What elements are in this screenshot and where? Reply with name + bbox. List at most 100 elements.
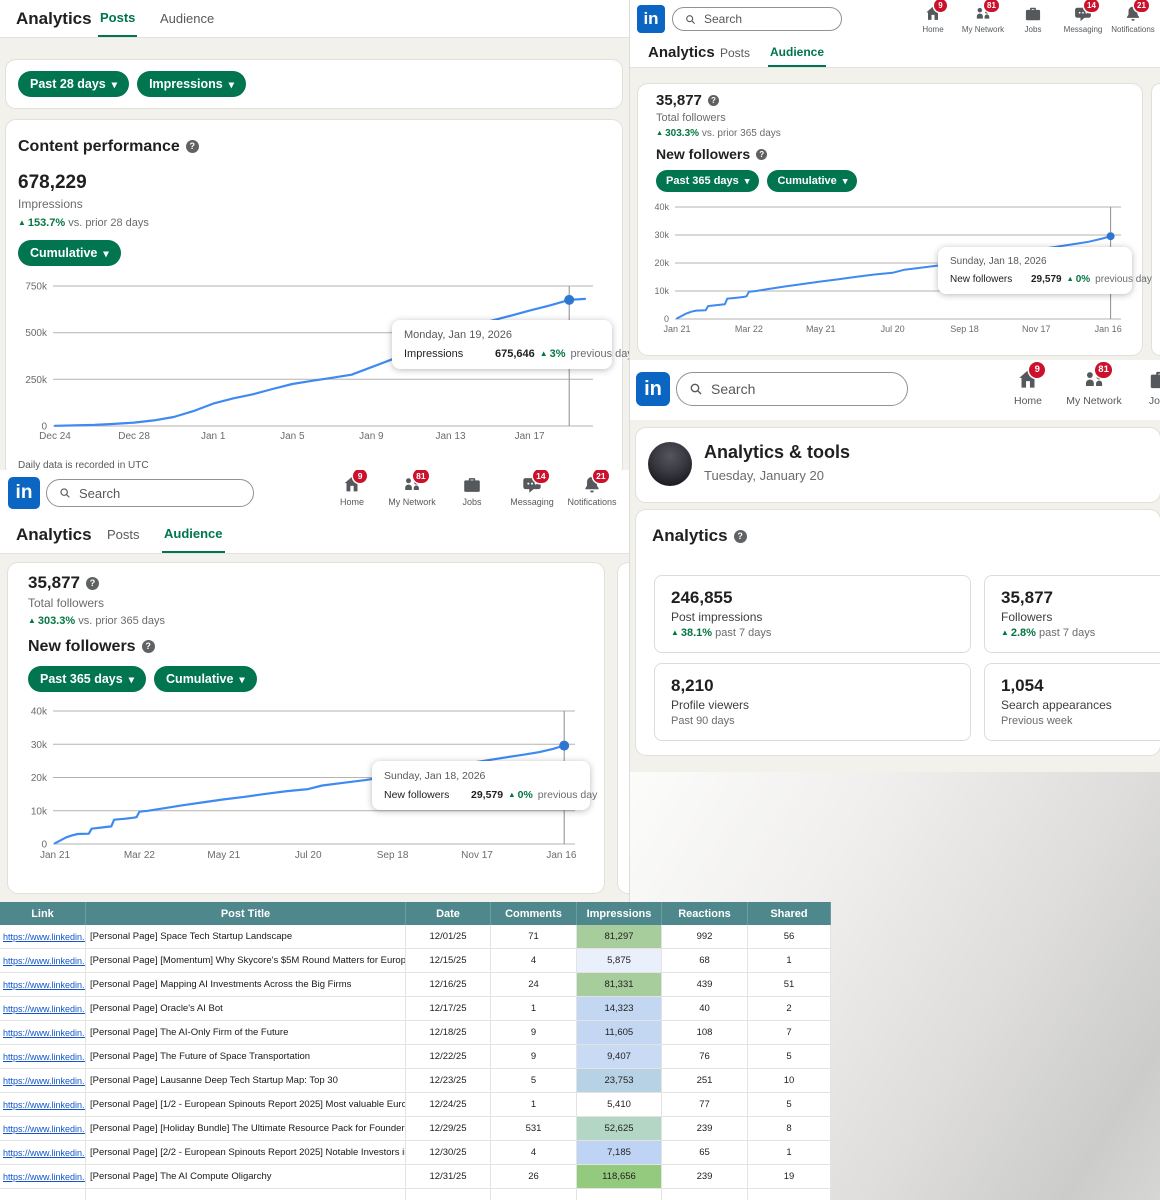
- search-input[interactable]: Search: [46, 479, 254, 507]
- notifications-icon: 21: [581, 470, 609, 496]
- nav-label: Messaging: [510, 497, 554, 507]
- messaging-icon: 14: [521, 470, 549, 496]
- help-icon[interactable]: [733, 529, 747, 543]
- section-title-text: New followers: [656, 146, 751, 162]
- stat-delta: 38.1%: [671, 627, 712, 639]
- post-date: 12/29/25: [406, 1117, 491, 1141]
- post-comments: 71: [491, 925, 577, 949]
- stat-context: 38.1% past 7 days: [671, 627, 970, 639]
- period-filter-dropdown[interactable]: Past 365 days: [28, 666, 147, 692]
- table-row: https://www.linkedin.com/p[Personal Page…: [0, 1165, 831, 1189]
- post-shared: 56: [748, 925, 831, 949]
- nav-item-jobs[interactable]: Jobs: [442, 474, 502, 507]
- tooltip-date: Monday, Jan 19, 2026: [404, 329, 513, 341]
- table-row-partial: [0, 1189, 831, 1200]
- post-link[interactable]: https://www.linkedin.com/p: [0, 973, 86, 997]
- post-title: [Personal Page] The AI-Only Firm of the …: [86, 1021, 406, 1045]
- svg-text:Jan 16: Jan 16: [546, 850, 576, 861]
- search-input[interactable]: Search: [672, 7, 842, 31]
- network-icon: 81: [401, 470, 429, 496]
- post-link[interactable]: https://www.linkedin.com/p: [0, 1117, 86, 1141]
- cumulative-dropdown[interactable]: Cumulative: [767, 170, 858, 192]
- post-link[interactable]: https://www.linkedin.com/p: [0, 925, 86, 949]
- nav-item-home[interactable]: 9 Home: [322, 470, 382, 507]
- post-link[interactable]: https://www.linkedin.com/p: [0, 997, 86, 1021]
- help-icon[interactable]: [756, 149, 768, 160]
- linkedin-logo[interactable]: in: [636, 372, 670, 406]
- nav-item-jobs[interactable]: Jobs: [1008, 4, 1058, 34]
- help-icon[interactable]: [185, 139, 199, 153]
- post-link[interactable]: https://www.linkedin.com/p: [0, 1093, 86, 1117]
- nav-item-notifications[interactable]: 21 Notifications: [1108, 0, 1158, 34]
- tab-audience[interactable]: Audience: [162, 516, 225, 553]
- post-link[interactable]: https://www.linkedin.com/p: [0, 1069, 86, 1093]
- delta-value: 303.3%: [28, 615, 75, 627]
- page-title: Analytics: [648, 44, 715, 61]
- nav-item-my-network[interactable]: 81 My Network: [382, 470, 442, 507]
- post-shared: 7: [748, 1021, 831, 1045]
- search-placeholder: Search: [711, 381, 756, 397]
- chart-tooltip: Sunday, Jan 18, 2026 New followers 29,57…: [938, 247, 1152, 294]
- help-icon[interactable]: [86, 576, 99, 590]
- nav-item-jobs[interactable]: Jobs: [1127, 367, 1160, 407]
- svg-text:500k: 500k: [25, 328, 48, 339]
- search-input[interactable]: Search: [676, 372, 908, 406]
- column-header-shared: Shared: [748, 902, 831, 925]
- post-reactions: 68: [662, 949, 748, 973]
- nav-item-home[interactable]: 9 Home: [908, 0, 958, 34]
- period-filter-dropdown[interactable]: Past 365 days: [656, 170, 760, 192]
- post-impressions: 5,875: [577, 949, 662, 973]
- help-icon[interactable]: [141, 639, 155, 653]
- nav-item-messaging[interactable]: 14 Messaging: [502, 470, 562, 507]
- post-link[interactable]: https://www.linkedin.com/p: [0, 1141, 86, 1165]
- metric-filter-dropdown[interactable]: Impressions: [137, 71, 247, 97]
- stat-card-post-impressions[interactable]: 246,855 Post impressions 38.1% past 7 days: [654, 575, 971, 653]
- cumulative-dropdown[interactable]: Cumulative: [154, 666, 257, 692]
- post-reactions: 992: [662, 925, 748, 949]
- post-comments: 4: [491, 1141, 577, 1165]
- tab-posts[interactable]: Posts: [720, 45, 751, 60]
- help-icon[interactable]: [707, 95, 719, 106]
- post-link[interactable]: https://www.linkedin.com/p: [0, 1045, 86, 1069]
- nav-item-my-network[interactable]: 81 My Network: [958, 0, 1008, 34]
- chart-tooltip: Sunday, Jan 18, 2026 New followers 29,57…: [372, 761, 597, 810]
- nav-item-notifications[interactable]: 21 Notifications: [562, 470, 622, 507]
- stat-card-profile-viewers[interactable]: 8,210 Profile viewers Past 90 days: [654, 663, 971, 741]
- post-title: [Personal Page] [Holiday Bundle] The Ult…: [86, 1117, 406, 1141]
- notification-badge: 14: [533, 470, 549, 483]
- notifications-icon: 21: [1123, 0, 1149, 24]
- jobs-icon: [1147, 367, 1160, 393]
- nav-item-messaging[interactable]: 14 Messaging: [1058, 0, 1108, 34]
- linkedin-logo[interactable]: in: [8, 477, 40, 509]
- stat-card-followers[interactable]: 35,877 Followers 2.8% past 7 days: [984, 575, 1160, 653]
- cumulative-dropdown[interactable]: Cumulative: [18, 240, 121, 266]
- tab-audience[interactable]: Audience: [160, 11, 215, 26]
- tab-posts[interactable]: Posts: [107, 527, 140, 542]
- total-followers-value: 35,877: [28, 573, 80, 592]
- post-link[interactable]: https://www.linkedin.com/p: [0, 1165, 86, 1189]
- post-link[interactable]: https://www.linkedin.com/p: [0, 949, 86, 973]
- post-comments: 1: [491, 1093, 577, 1117]
- delta-row: 303.3% vs. prior 365 days: [28, 615, 165, 627]
- stat-card-search-appearances[interactable]: 1,054 Search appearances Previous week: [984, 663, 1160, 741]
- svg-text:May 21: May 21: [806, 324, 836, 334]
- linkedin-logo[interactable]: in: [637, 5, 665, 33]
- home-icon: 9: [341, 470, 368, 496]
- post-comments: 9: [491, 1045, 577, 1069]
- post-date: 12/23/25: [406, 1069, 491, 1093]
- nav-item-home[interactable]: 9 Home: [995, 362, 1061, 407]
- post-comments: 26: [491, 1165, 577, 1189]
- nav-item-my-network[interactable]: 81 My Network: [1061, 362, 1127, 407]
- nav-label: Notifications: [567, 497, 617, 507]
- avatar[interactable]: [648, 442, 692, 486]
- empty-cell: [86, 1189, 406, 1200]
- jobs-icon: [461, 474, 483, 496]
- tab-audience[interactable]: Audience: [768, 38, 827, 67]
- tab-posts[interactable]: Posts: [98, 0, 138, 37]
- period-filter-dropdown[interactable]: Past 28 days: [18, 71, 130, 97]
- post-reactions: 108: [662, 1021, 748, 1045]
- post-reactions: 251: [662, 1069, 748, 1093]
- tooltip-delta: 0%: [508, 789, 533, 801]
- post-link[interactable]: https://www.linkedin.com/p: [0, 1021, 86, 1045]
